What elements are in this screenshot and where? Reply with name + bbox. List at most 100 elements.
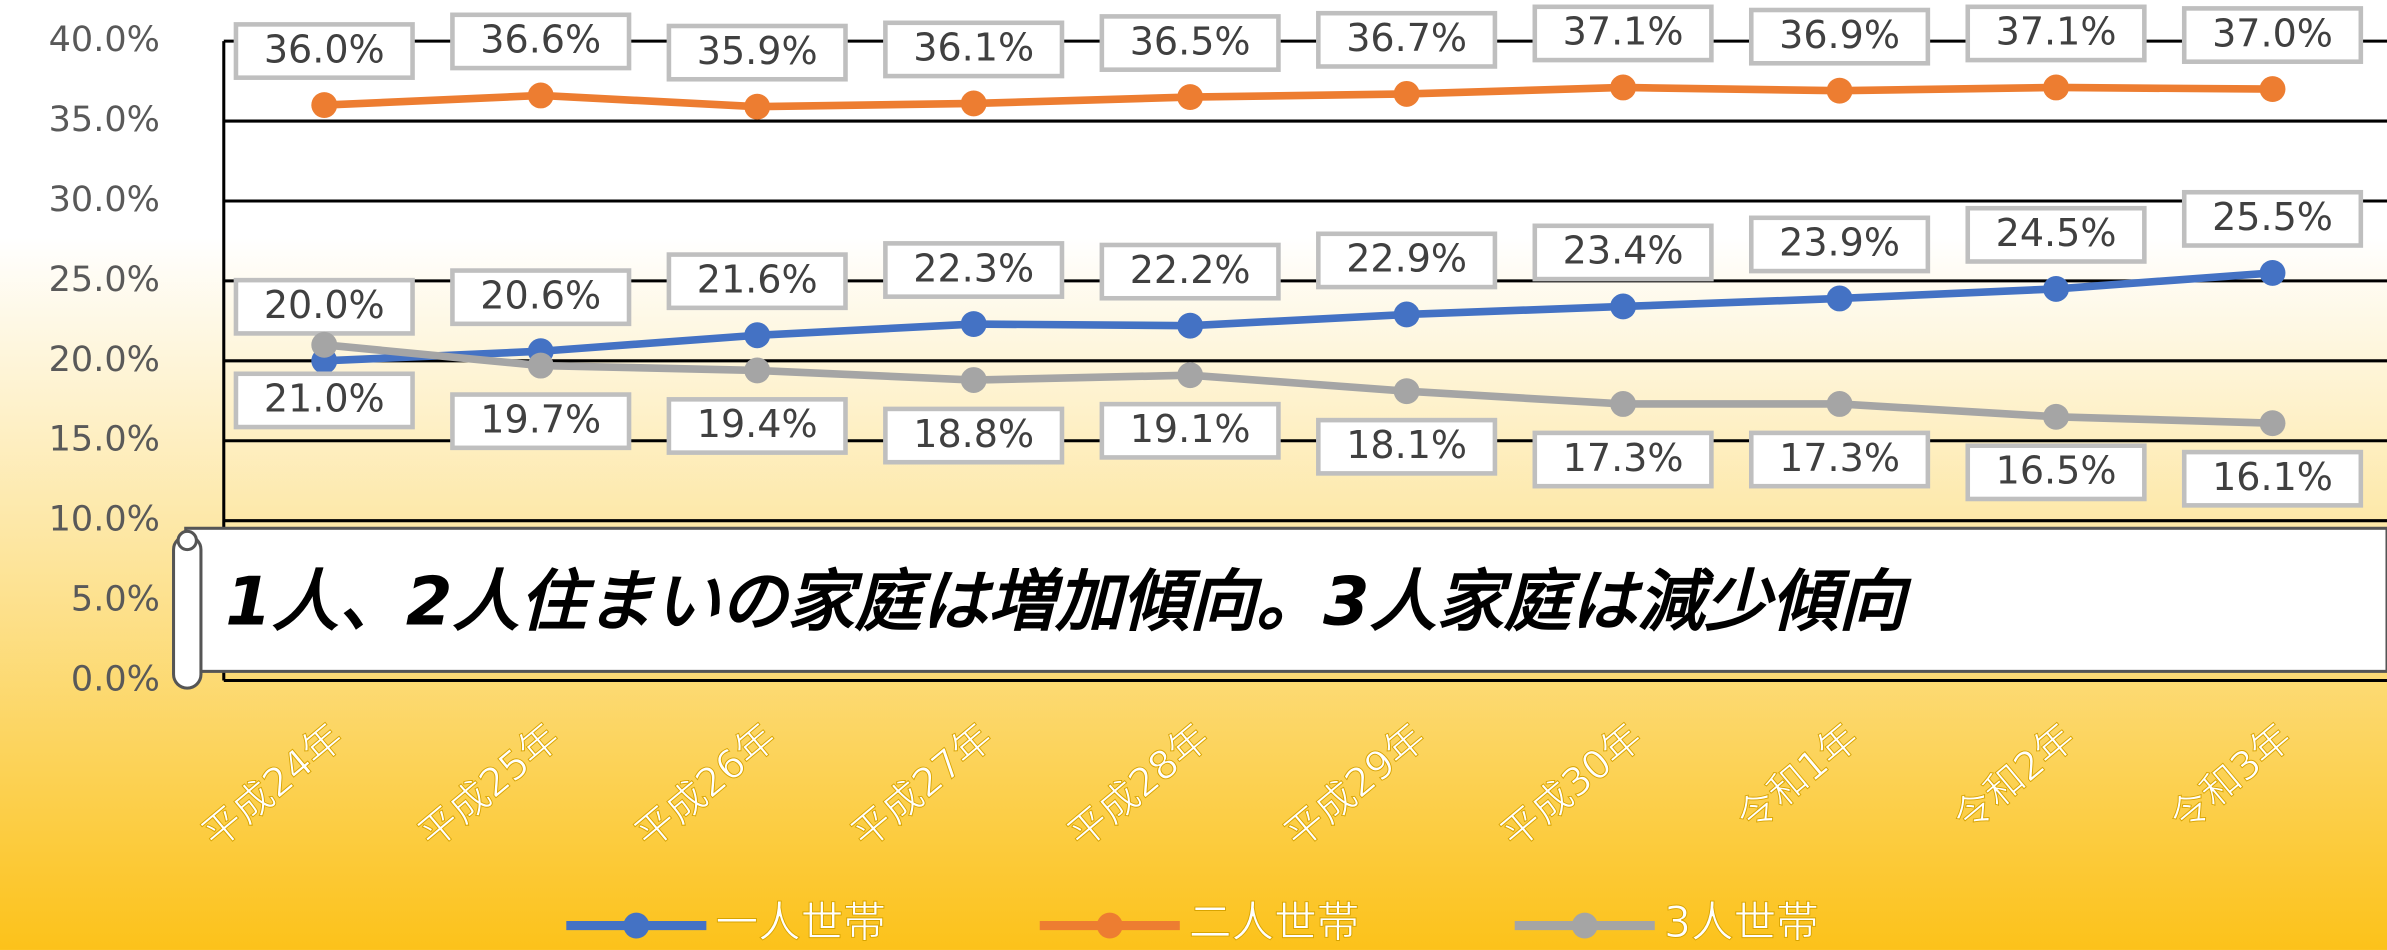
data-label: 21.0%	[264, 377, 385, 421]
data-point	[1177, 84, 1204, 111]
data-point	[311, 92, 338, 119]
data-point	[1610, 74, 1637, 101]
y-tick-label: 40.0%	[49, 20, 160, 60]
data-label: 19.1%	[1130, 407, 1251, 451]
data-label: 24.5%	[1996, 211, 2117, 255]
data-label: 16.5%	[1996, 449, 2117, 493]
data-label: 21.6%	[697, 257, 818, 301]
series-line	[323, 341, 2273, 427]
data-label: 36.9%	[1779, 13, 1900, 57]
data-label: 22.3%	[913, 246, 1034, 290]
data-label: 19.7%	[480, 397, 601, 441]
y-tick-label: 15.0%	[49, 420, 160, 460]
data-label: 36.0%	[264, 27, 385, 71]
data-label: 23.9%	[1779, 221, 1900, 265]
series-line	[324, 83, 2273, 111]
legend-item: 二人世帯	[1039, 898, 1360, 949]
data-label-box	[1748, 215, 1931, 274]
legend-marker	[1571, 912, 1598, 939]
data-point	[1826, 285, 1853, 312]
data-label-box	[2181, 6, 2364, 64]
data-label: 19.4%	[697, 402, 818, 446]
data-point	[744, 357, 771, 384]
data-label: 18.8%	[913, 412, 1034, 456]
y-tick-label: 5.0%	[71, 580, 160, 620]
data-label: 37.0%	[2212, 11, 2333, 55]
data-point	[1177, 312, 1204, 339]
data-point	[1393, 301, 1420, 328]
data-point	[527, 82, 554, 109]
data-label: 16.1%	[2212, 455, 2333, 499]
data-label-box	[1099, 401, 1281, 460]
data-label-box	[1748, 430, 1931, 489]
data-label: 36.7%	[1346, 16, 1467, 60]
annotation-text: 1人、2人住まいの家庭は増加傾向。3人家庭は減少傾向	[225, 562, 1912, 640]
legend-label: 3人世帯	[1664, 898, 1819, 948]
data-label: 36.5%	[1130, 19, 1251, 63]
data-label-box	[450, 12, 632, 71]
data-label-box	[450, 268, 632, 327]
data-label-box	[666, 252, 848, 311]
data-label: 17.3%	[1779, 436, 1900, 480]
data-label-box	[1316, 10, 1498, 69]
data-label-box	[1965, 4, 2147, 63]
data-label: 37.1%	[1996, 10, 2117, 54]
data-label-box	[1099, 14, 1281, 72]
y-tick-label: 20.0%	[49, 340, 160, 380]
data-label-box	[1965, 443, 2147, 502]
data-label: 36.1%	[913, 26, 1034, 70]
data-label: 20.6%	[480, 273, 601, 317]
legend-label: 二人世帯	[1189, 898, 1359, 948]
y-tick-label: 35.0%	[49, 100, 160, 140]
y-tick-label: 25.0%	[49, 260, 160, 300]
data-point	[960, 367, 987, 393]
data-label-box	[1316, 417, 1498, 476]
legend-item: 一人世帯	[566, 898, 886, 949]
data-label-box	[1316, 231, 1498, 290]
data-point	[1177, 362, 1204, 389]
legend-item: 3人世帯	[1514, 898, 1819, 949]
data-label-box	[450, 392, 632, 451]
data-point	[527, 352, 554, 379]
data-label: 36.6%	[480, 18, 601, 62]
data-label-box	[1748, 7, 1931, 66]
data-point	[2259, 410, 2286, 437]
data-label: 37.1%	[1563, 10, 1684, 54]
data-label: 25.5%	[2212, 195, 2333, 239]
data-point	[960, 311, 987, 338]
data-point	[2259, 259, 2286, 286]
data-point	[1826, 391, 1853, 417]
banner-box	[184, 526, 2387, 673]
data-label-box	[1532, 430, 1714, 489]
data-label-box	[666, 23, 848, 82]
y-tick-label: 10.0%	[49, 500, 160, 540]
data-label-box	[233, 371, 415, 430]
data-label-box	[883, 241, 1065, 299]
data-point	[1393, 80, 1420, 107]
data-point	[311, 331, 338, 358]
data-label-box	[1532, 223, 1714, 282]
data-point	[2259, 76, 2286, 103]
legend-marker	[1096, 912, 1123, 939]
y-tick-label: 0.0%	[71, 660, 160, 700]
data-label: 18.1%	[1346, 423, 1467, 467]
data-label-box	[666, 397, 848, 455]
data-label: 20.0%	[264, 283, 385, 327]
data-label: 22.2%	[1130, 248, 1251, 292]
data-point	[2043, 403, 2069, 430]
data-label: 35.9%	[697, 29, 818, 73]
plot-area: 0.0% 5.0% 10.0% 15.0% 20.0% 25.0% 30.0% 35.0% 40…	[49, 4, 2387, 949]
data-label-box	[1099, 242, 1281, 301]
data-point	[744, 322, 771, 349]
data-label-box	[2181, 449, 2364, 508]
legend-label: 一人世帯	[715, 898, 885, 948]
banner-curl-end	[176, 529, 198, 552]
data-point	[1610, 391, 1637, 417]
data-label-box	[233, 22, 415, 80]
banner-curl	[172, 534, 203, 690]
data-label: 17.3%	[1563, 436, 1684, 480]
data-point	[2043, 74, 2069, 101]
legend-marker	[623, 912, 650, 939]
data-label: 22.9%	[1346, 237, 1467, 281]
